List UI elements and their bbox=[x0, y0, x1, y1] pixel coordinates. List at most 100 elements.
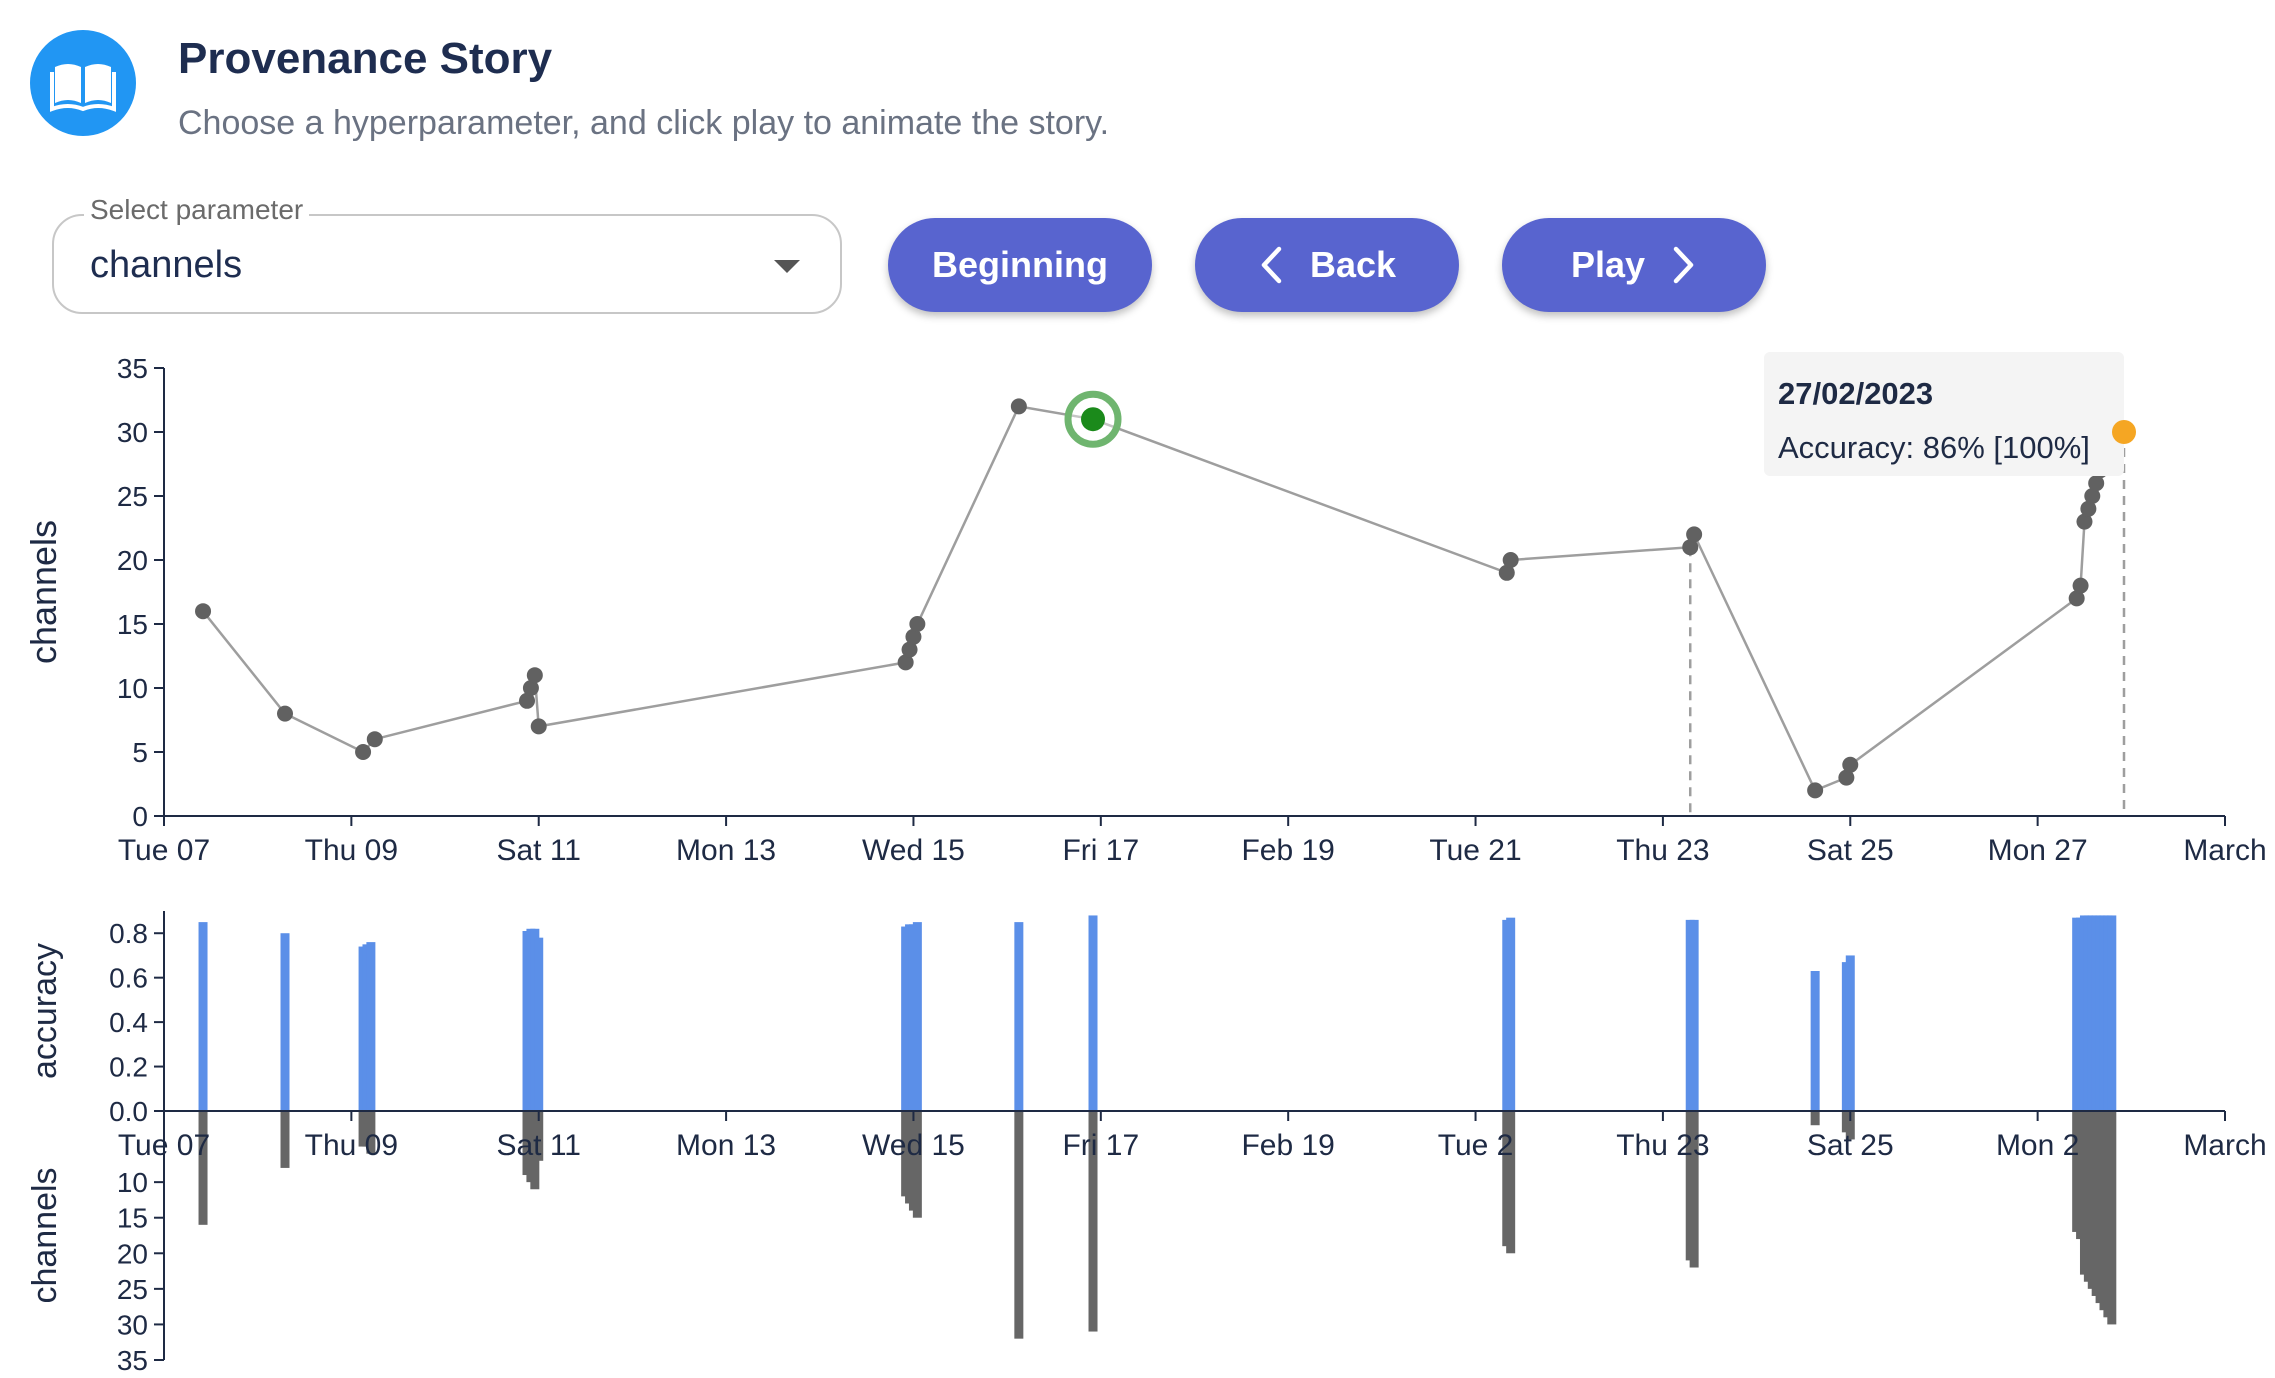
y-axis-label: channels bbox=[23, 520, 64, 664]
data-point bbox=[530, 718, 547, 735]
data-point bbox=[2088, 475, 2105, 492]
data-point bbox=[522, 680, 539, 696]
book-icon bbox=[30, 30, 136, 136]
data-point bbox=[195, 603, 212, 620]
accuracy-bar bbox=[1088, 915, 1098, 1111]
data-point bbox=[901, 641, 918, 658]
data-point bbox=[897, 654, 914, 671]
y-tick-label: 5 bbox=[132, 737, 148, 768]
channels-y-tick-label: 30 bbox=[117, 1309, 148, 1340]
y-tick-label: 20 bbox=[117, 545, 148, 576]
x-tick-label: Sat 11 bbox=[496, 834, 581, 867]
channels-y-tick-label: 15 bbox=[117, 1203, 148, 1234]
selected-point bbox=[1081, 407, 1106, 432]
x-tick-label: Tue 07 bbox=[118, 834, 210, 867]
tooltip-box bbox=[1764, 352, 2124, 476]
data-point bbox=[909, 616, 926, 632]
beginning-button-label: Beginning bbox=[932, 244, 1108, 285]
x-tick-label: Tue 21 bbox=[1429, 834, 1521, 867]
accuracy-x-tick-label: Feb 19 bbox=[1241, 1129, 1334, 1162]
accuracy-x-tick-label: Wed 15 bbox=[862, 1129, 965, 1162]
provenance-chart: 0 5 10 15 20 25 30 35 Tue 07 Thu 09 Sat 11 Mon 13 We… bbox=[23, 352, 2267, 1376]
accuracy-bar bbox=[1845, 955, 1855, 1111]
y-tick-label: 0 bbox=[132, 801, 148, 832]
data-point bbox=[1010, 398, 1027, 415]
channels-bar bbox=[1689, 1111, 1699, 1268]
channels-bar bbox=[1845, 1111, 1855, 1140]
channels-y-axis-label: channels bbox=[26, 1167, 64, 1303]
play-button-label: Play bbox=[1570, 244, 1646, 285]
chevron-left-icon bbox=[1261, 246, 1282, 284]
x-tick-label: March bbox=[2183, 834, 2266, 867]
channels-bar bbox=[1088, 1111, 1098, 1332]
accuracy-bar bbox=[534, 937, 544, 1111]
x-tick-label: Thu 23 bbox=[1616, 834, 1709, 867]
accuracy-x-tick-label: Fri 17 bbox=[1062, 1129, 1139, 1162]
x-tick-label: Sat 25 bbox=[1807, 834, 1894, 867]
accuracy-x-tick-label: March bbox=[2183, 1129, 2266, 1162]
y-tick-label: 30 bbox=[117, 417, 148, 448]
data-point bbox=[2084, 488, 2101, 504]
channels-bar bbox=[1506, 1111, 1516, 1254]
channels-bar bbox=[280, 1111, 290, 1168]
x-tick-label: Mon 27 bbox=[1988, 834, 2088, 867]
y-tick-label: 35 bbox=[117, 353, 148, 384]
accuracy-y-tick-label: 0.2 bbox=[109, 1052, 148, 1083]
data-point bbox=[519, 692, 536, 709]
accuracy-bar bbox=[198, 922, 208, 1111]
data-point bbox=[526, 667, 543, 684]
channels-bar bbox=[366, 1111, 376, 1154]
data-point bbox=[277, 705, 294, 722]
accuracy-x-tick-label: Mon 13 bbox=[676, 1129, 776, 1162]
accuracy-x-tick-label: Mon 2 bbox=[1996, 1129, 2079, 1162]
data-point bbox=[1682, 539, 1699, 556]
x-tick-label: Thu 09 bbox=[305, 834, 398, 867]
accuracy-bar bbox=[1014, 922, 1024, 1111]
channels-y-tick-label: 35 bbox=[117, 1345, 148, 1376]
y-tick-label: 10 bbox=[117, 673, 148, 704]
accuracy-bar bbox=[1810, 971, 1820, 1111]
caret-down-icon bbox=[774, 260, 800, 273]
accuracy-bar bbox=[912, 922, 922, 1111]
channels-bar bbox=[2107, 1111, 2117, 1325]
parameter-select-value: channels bbox=[90, 244, 243, 286]
highlight-point bbox=[2112, 420, 2136, 444]
y-tick-label: 15 bbox=[117, 609, 148, 640]
accuracy-y-tick-label: 0.6 bbox=[109, 963, 148, 994]
back-button[interactable]: Back bbox=[1195, 218, 1459, 312]
accuracy-x-tick-label: Thu 09 bbox=[305, 1129, 398, 1162]
accuracy-bar bbox=[280, 933, 290, 1111]
x-tick-label: Mon 13 bbox=[676, 834, 776, 867]
parameter-select[interactable]: Select parameter channels bbox=[52, 194, 842, 314]
data-point bbox=[905, 628, 922, 645]
channels-bar bbox=[1014, 1111, 1024, 1339]
accuracy-y-axis-label: accuracy bbox=[26, 943, 64, 1079]
data-point bbox=[1842, 756, 1859, 773]
tooltip-accuracy: Accuracy: 86% [100%] bbox=[1778, 430, 2090, 465]
tooltip-date: 27/02/2023 bbox=[1778, 376, 1933, 411]
play-button[interactable]: Play bbox=[1502, 218, 1766, 312]
accuracy-x-tick-label: Thu 23 bbox=[1616, 1129, 1709, 1162]
accuracy-bar bbox=[1689, 919, 1699, 1111]
accuracy-x-tick-label: Sat 25 bbox=[1807, 1129, 1894, 1162]
x-tick-label: Wed 15 bbox=[862, 834, 965, 867]
accuracy-x-tick-label: Tue 07 bbox=[118, 1129, 210, 1162]
x-tick-label: Fri 17 bbox=[1062, 834, 1139, 867]
channels-bar bbox=[198, 1111, 208, 1225]
y-tick-label: 25 bbox=[117, 481, 148, 512]
data-point bbox=[355, 744, 372, 760]
beginning-button[interactable]: Beginning bbox=[888, 218, 1152, 312]
data-point bbox=[2068, 590, 2085, 607]
chevron-right-icon bbox=[1673, 246, 1694, 284]
data-point bbox=[366, 731, 383, 748]
accuracy-y-tick-label: 0.0 bbox=[109, 1096, 148, 1127]
channels-y-tick-label: 20 bbox=[117, 1238, 148, 1269]
data-point bbox=[1686, 526, 1703, 543]
back-button-label: Back bbox=[1309, 244, 1397, 285]
accuracy-y-tick-label: 0.4 bbox=[109, 1007, 148, 1038]
data-point bbox=[2076, 513, 2093, 530]
data-point bbox=[1838, 769, 1855, 786]
accuracy-bar bbox=[2107, 915, 2117, 1111]
accuracy-x-tick-label: Sat 11 bbox=[496, 1129, 581, 1162]
data-point bbox=[2080, 500, 2097, 517]
